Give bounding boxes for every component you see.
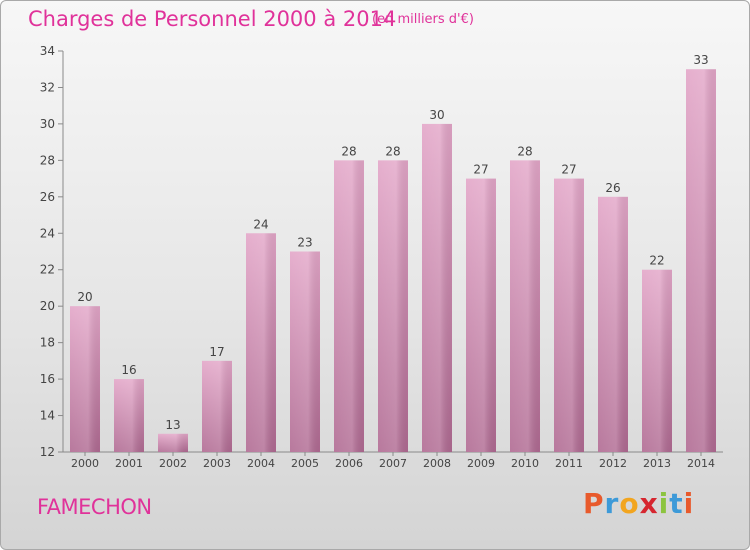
x-tick-label: 2009: [467, 457, 495, 470]
bar-value-label: 24: [253, 217, 268, 231]
bar-value-label: 17: [209, 345, 224, 359]
x-tick-label: 2014: [687, 457, 715, 470]
x-tick-label: 2001: [115, 457, 143, 470]
y-tick-label: 16: [40, 372, 55, 386]
bar-sheen: [466, 178, 496, 452]
bar-value-label: 28: [341, 144, 356, 158]
chart-subtitle: (en milliers d'€): [372, 12, 474, 27]
bar-value-label: 33: [693, 53, 708, 67]
logo-letter: r: [604, 487, 620, 520]
y-tick-label: 34: [40, 44, 55, 58]
x-tick-label: 2002: [159, 457, 187, 470]
bar-value-label: 27: [561, 163, 576, 177]
logo-letter: o: [619, 487, 640, 520]
bar-value-label: 26: [605, 181, 620, 195]
bar-sheen: [510, 160, 540, 452]
y-tick-label: 20: [40, 299, 55, 313]
commune-name: FAMECHON: [37, 495, 152, 519]
y-tick-label: 12: [40, 445, 55, 459]
x-tick-label: 2008: [423, 457, 451, 470]
bar-sheen: [554, 178, 584, 452]
x-tick-label: 2006: [335, 457, 363, 470]
bar-sheen: [422, 123, 452, 452]
x-tick-label: 2000: [71, 457, 99, 470]
bar-value-label: 28: [517, 144, 532, 158]
y-tick-label: 18: [40, 336, 55, 350]
logo-letter: x: [639, 487, 659, 520]
chart-title: Charges de Personnel 2000 à 2014: [28, 7, 397, 31]
bar-value-label: 28: [385, 144, 400, 158]
x-tick-label: 2007: [379, 457, 407, 470]
x-tick-label: 2005: [291, 457, 319, 470]
bar-value-label: 30: [429, 108, 444, 122]
logo-letter: t: [669, 487, 684, 520]
y-tick-label: 22: [40, 263, 55, 277]
x-tick-label: 2013: [643, 457, 671, 470]
x-tick-label: 2004: [247, 457, 275, 470]
bar-sheen: [686, 69, 716, 453]
bar-sheen: [70, 306, 100, 452]
bar-value-label: 20: [77, 290, 92, 304]
logo-letter: P: [583, 487, 605, 520]
y-tick-label: 26: [40, 190, 55, 204]
x-tick-label: 2010: [511, 457, 539, 470]
x-tick-label: 2011: [555, 457, 583, 470]
x-tick-label: 2012: [599, 457, 627, 470]
y-tick-label: 30: [40, 117, 55, 131]
bar-sheen: [598, 196, 628, 452]
y-tick-label: 14: [40, 409, 55, 423]
bar-sheen: [158, 433, 188, 452]
bar-sheen: [202, 360, 232, 452]
bar-value-label: 16: [121, 363, 136, 377]
bar-sheen: [290, 251, 320, 452]
bar-value-label: 23: [297, 236, 312, 250]
bar-value-label: 27: [473, 163, 488, 177]
bar-value-label: 13: [165, 418, 180, 432]
bar-value-label: 22: [649, 254, 664, 268]
bar-sheen: [334, 160, 364, 452]
bar-sheen: [246, 233, 276, 452]
x-tick-label: 2003: [203, 457, 231, 470]
bar-sheen: [642, 269, 672, 452]
bar-sheen: [114, 379, 144, 452]
logo-letter: i: [683, 487, 695, 520]
proxiti-logo[interactable]: Proxiti: [583, 487, 694, 520]
y-tick-label: 32: [40, 80, 55, 94]
y-tick-label: 28: [40, 153, 55, 167]
bar-sheen: [378, 160, 408, 452]
logo-letter: i: [658, 487, 670, 520]
y-tick-label: 24: [40, 226, 55, 240]
